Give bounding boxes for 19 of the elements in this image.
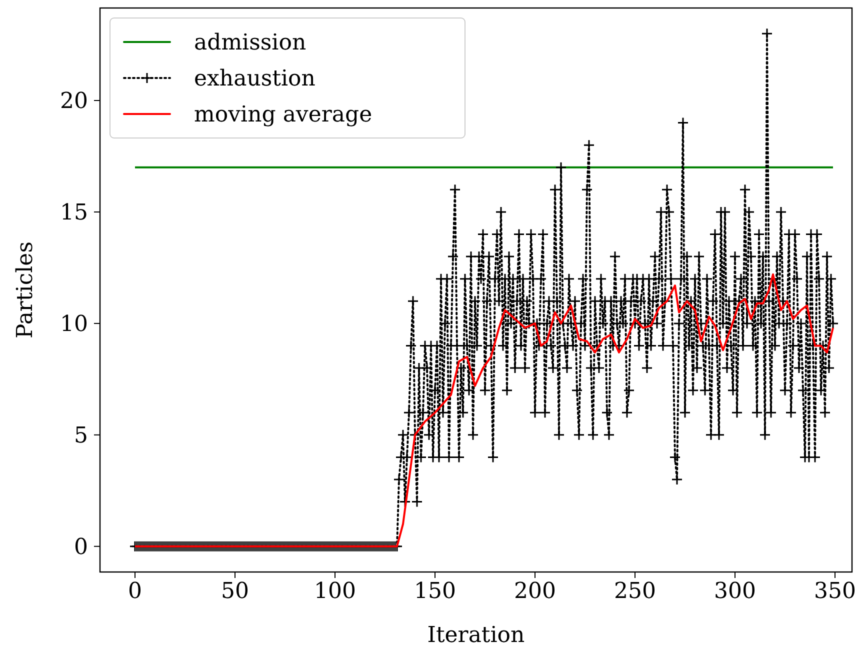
y-tick-label: 10 — [60, 312, 88, 338]
x-tick-label: 200 — [514, 579, 556, 604]
y-tick-label: 5 — [74, 424, 88, 449]
x-tick-label: 150 — [414, 579, 456, 604]
legend-label: exhaustion — [194, 66, 316, 92]
x-tick-label: 0 — [128, 579, 142, 604]
x-tick-label: 300 — [714, 579, 756, 604]
x-axis-title: Iteration — [427, 623, 525, 648]
legend-label: moving average — [194, 102, 372, 128]
x-tick-label: 100 — [314, 579, 356, 604]
x-tick-label: 350 — [814, 579, 856, 604]
y-tick-label: 0 — [74, 535, 88, 560]
y-tick-label: 20 — [60, 89, 88, 114]
line-series — [134, 273, 834, 548]
x-tick-label: 50 — [221, 579, 249, 604]
legend-label: admission — [194, 30, 306, 56]
y-axis-title: Particles — [13, 242, 38, 338]
y-tick-label: 15 — [60, 200, 88, 226]
x-tick-label: 250 — [614, 579, 656, 604]
